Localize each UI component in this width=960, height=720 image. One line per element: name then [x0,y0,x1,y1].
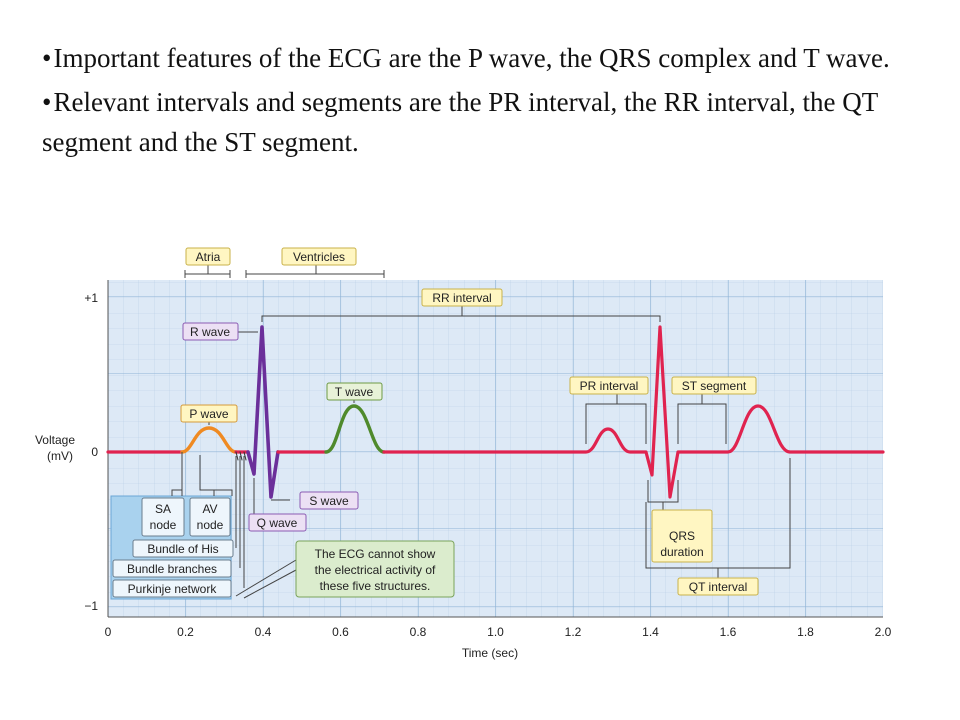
st-segment-label: ST segment [682,379,747,393]
s-wave-label: S wave [309,494,349,508]
label-ventricles: Ventricles [281,247,357,266]
qt-interval-label: QT interval [689,580,747,594]
p-wave-label: P wave [189,407,228,421]
x-tick-label: 0 [105,625,112,639]
y-axis-label: Voltage [35,433,75,447]
label-qrs-duration: QRS duration [651,509,713,563]
sa-label-line2: node [150,518,177,532]
av-label-line2: node [197,518,224,532]
t-wave-trace [324,404,386,454]
x-tick-label: 1.4 [642,625,659,639]
label-qt-interval: QT interval [677,577,759,596]
t-wave-label: T wave [335,385,374,399]
bundle-branches-label: Bundle branches [127,562,217,576]
y-tick-label: +1 [84,291,98,305]
x-tick-label: 0.8 [410,625,427,639]
rr-interval-label: RR interval [432,291,491,305]
pr-interval-label: PR interval [580,379,639,393]
label-q-wave: Q wave [248,513,307,532]
bullet-symbol: • [42,43,52,73]
x-tick-label: 0.2 [177,625,194,639]
bullet-list: •Important features of the ECG are the P… [42,38,922,166]
qrs-complex-trace [246,325,280,499]
second-beat-trace [382,325,885,499]
conduction-tick-marks [235,451,247,461]
x-tick-label: 1.8 [797,625,814,639]
bullet-item: •Relevant intervals and segments are the… [42,82,922,162]
sa-label-line1: SA [155,502,171,516]
x-tick-label: 0.4 [255,625,272,639]
bullet-text: Important features of the ECG are the P … [53,43,890,73]
x-tick-label: 1.2 [565,625,582,639]
x-tick-label: 1.6 [720,625,737,639]
note-line1: The ECG cannot show [315,547,436,561]
p-wave-trace [180,426,238,454]
q-wave-label: Q wave [257,516,298,530]
label-p-wave: P wave [180,404,238,423]
label-sa-node: SA node [141,497,185,537]
y-axis-label: (mV) [47,449,73,463]
note-line3: these five structures. [320,579,431,593]
x-tick-label: 2.0 [875,625,892,639]
label-atria: Atria [185,247,231,266]
purkinje-label: Purkinje network [128,582,218,596]
label-rr-interval: RR interval [421,288,503,307]
ecg-note: The ECG cannot show the electrical activ… [295,540,455,598]
qrs-label-line2: duration [660,545,703,559]
x-ticks: 0 0.2 0.4 0.6 0.8 1.0 1.2 1.4 1.6 1.8 2.… [105,625,892,639]
label-bundle-branches: Bundle branches [112,559,232,578]
label-pr-interval: PR interval [569,376,649,395]
bullet-item: •Important features of the ECG are the P… [42,38,922,78]
note-line2: the electrical activity of [315,563,436,577]
label-r-wave: R wave [182,322,239,341]
ecg-trace [106,325,885,499]
bullet-symbol: • [42,87,52,117]
label-purkinje-network: Purkinje network [112,579,232,598]
y-tick-label: 0 [91,445,98,459]
label-av-node: AV node [189,497,231,537]
label-t-wave: T wave [326,382,383,401]
x-axis-label: Time (sec) [462,646,518,660]
atria-label: Atria [196,250,221,264]
x-tick-label: 0.6 [332,625,349,639]
label-s-wave: S wave [299,491,359,510]
y-tick-label: −1 [84,599,98,613]
x-tick-label: 1.0 [487,625,504,639]
label-bundle-of-his: Bundle of His [132,539,234,558]
ventricles-label: Ventricles [293,250,345,264]
bullet-text: Relevant intervals and segments are the … [42,87,878,157]
label-st-segment: ST segment [671,376,757,395]
r-wave-label: R wave [190,325,230,339]
av-label-line1: AV [202,502,217,516]
qrs-label-line1: QRS [669,529,695,543]
bundle-of-his-label: Bundle of His [147,542,218,556]
